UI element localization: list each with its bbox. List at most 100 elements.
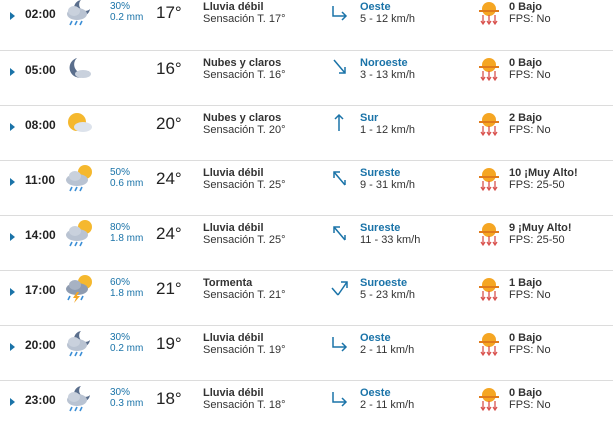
condition-text: Lluvia débil	[203, 387, 264, 399]
temperature: 17°	[156, 3, 182, 22]
forecast-time: 05:00	[25, 63, 56, 77]
sun-cloud-rain-icon	[63, 218, 97, 248]
moon-cloud-rain-icon	[63, 383, 97, 413]
wind-block: Oeste 2 - 11 km/h	[360, 387, 414, 411]
moon-cloud-rain-icon	[63, 328, 97, 358]
precipitation-amount: 0.2 mm	[110, 343, 144, 354]
forecast-row[interactable]: 14:00 80% 1.8 mm 24° Lluvia débil Sensación …	[0, 215, 613, 271]
forecast-row[interactable]: 08:00 20° Nubes y claros Sensación T. 20° S…	[0, 105, 613, 161]
expand-row-icon[interactable]	[10, 343, 15, 351]
precipitation-amount: 0.3 mm	[110, 398, 144, 409]
wind-speed: 3 - 13 km/h	[360, 69, 416, 81]
forecast-row[interactable]: 20:00 30% 0.2 mm 19° Lluvia débil Sensación …	[0, 325, 613, 381]
wind-block: Sureste 9 - 31 km/h	[360, 167, 415, 191]
condition-text: Tormenta	[203, 277, 253, 289]
wind-direction: Sur	[360, 112, 379, 124]
wind-direction: Suroeste	[360, 277, 408, 289]
feels-like-text: Sensación T. 20°	[203, 124, 286, 136]
wind-arrow-icon	[334, 113, 344, 131]
uv-sun-icon	[478, 386, 500, 412]
expand-row-icon[interactable]	[10, 12, 15, 20]
uv-sun-icon	[478, 111, 500, 137]
wind-block: Sureste 11 - 33 km/h	[360, 222, 420, 246]
temperature: 20°	[156, 114, 182, 133]
feels-like-text: Sensación T. 25°	[203, 179, 286, 191]
feels-like-text: Sensación T. 18°	[203, 399, 286, 411]
wind-speed: 1 - 12 km/h	[360, 124, 416, 136]
uv-level: 0 Bajo	[509, 57, 543, 69]
precipitation-probability: 30%	[110, 387, 131, 398]
condition-text: Lluvia débil	[203, 222, 264, 234]
wind-block: Oeste 2 - 11 km/h	[360, 332, 414, 356]
wind-speed: 9 - 31 km/h	[360, 179, 416, 191]
fps-text: FPS: 25-50	[509, 179, 565, 191]
uv-block: 0 Bajo FPS: No	[509, 332, 551, 356]
condition-block: Tormenta Sensación T. 21°	[203, 277, 285, 301]
temperature: 24°	[156, 169, 182, 188]
uv-block: 10 ¡Muy Alto! FPS: 25-50	[509, 167, 578, 191]
expand-row-icon[interactable]	[10, 68, 15, 76]
forecast-time: 20:00	[25, 338, 56, 352]
temperature: 18°	[156, 389, 182, 408]
wind-block: Oeste 5 - 12 km/h	[360, 1, 415, 25]
precipitation: 60% 1.8 mm	[110, 277, 143, 299]
temperature: 21°	[156, 279, 182, 298]
wind-arrow-icon	[332, 337, 348, 352]
wind-speed: 11 - 33 km/h	[360, 234, 421, 246]
forecast-time: 02:00	[25, 7, 56, 21]
uv-block: 0 Bajo FPS: No	[509, 1, 551, 25]
temperature: 16°	[156, 59, 182, 78]
expand-row-icon[interactable]	[10, 233, 15, 241]
precipitation: 30% 0.3 mm	[110, 387, 143, 409]
wind-speed: 2 - 11 km/h	[360, 399, 415, 411]
expand-row-icon[interactable]	[10, 178, 15, 186]
feels-like-text: Sensación T. 25°	[203, 234, 286, 246]
wind-direction: Sureste	[360, 222, 401, 234]
precipitation-amount: 1.8 mm	[110, 288, 144, 299]
precipitation-amount: 0.2 mm	[110, 12, 144, 23]
wind-block: Suroeste 5 - 23 km/h	[360, 277, 415, 301]
precipitation-probability: 60%	[110, 277, 131, 288]
forecast-row[interactable]: 11:00 50% 0.6 mm 24° Lluvia débil Sensación …	[0, 160, 613, 216]
uv-level: 1 Bajo	[509, 277, 543, 289]
feels-like-text: Sensación T. 16°	[203, 69, 286, 81]
condition-block: Lluvia débil Sensación T. 25°	[203, 167, 285, 191]
wind-speed: 5 - 12 km/h	[360, 13, 416, 25]
precipitation: 30% 0.2 mm	[110, 1, 143, 23]
uv-sun-icon	[478, 166, 500, 192]
sun-cloud-rain-icon	[63, 163, 97, 193]
condition-block: Lluvia débil Sensación T. 19°	[203, 332, 285, 356]
wind-direction: Oeste	[360, 332, 391, 344]
forecast-row[interactable]: 17:00 60% 1.8 mm 21° Tormenta Sensación T. 2…	[0, 270, 613, 326]
uv-block: 2 Bajo FPS: No	[509, 112, 551, 136]
fps-text: FPS: No	[509, 124, 551, 136]
wind-direction: Sureste	[360, 167, 401, 179]
uv-sun-icon	[478, 331, 500, 357]
expand-row-icon[interactable]	[10, 123, 15, 131]
precipitation-probability: 30%	[110, 1, 131, 12]
forecast-row[interactable]: 05:00 16° Nubes y claros Sensación T. 16° N…	[0, 50, 613, 106]
forecast-time: 17:00	[25, 283, 56, 297]
uv-level: 9 ¡Muy Alto!	[509, 222, 572, 234]
precipitation-probability: 50%	[110, 167, 131, 178]
condition-block: Nubes y claros Sensación T. 20°	[203, 112, 285, 136]
expand-row-icon[interactable]	[10, 288, 15, 296]
wind-speed: 5 - 23 km/h	[360, 289, 416, 301]
uv-block: 1 Bajo FPS: No	[509, 277, 551, 301]
precipitation-amount: 1.8 mm	[110, 233, 144, 244]
wind-arrow-icon	[333, 171, 346, 186]
wind-direction: Oeste	[360, 387, 391, 399]
forecast-row[interactable]: 02:00 30% 0.2 mm 17° Lluvia débil Sensación …	[0, 0, 613, 50]
expand-row-icon[interactable]	[10, 398, 15, 406]
forecast-row[interactable]: 23:00 30% 0.3 mm 18° Lluvia débil Sensación …	[0, 380, 613, 436]
sun-cloud-icon	[63, 108, 97, 138]
moon-cloud-rain-icon	[63, 0, 97, 27]
uv-level: 0 Bajo	[509, 332, 543, 344]
wind-arrow-icon	[332, 6, 348, 21]
fps-text: FPS: 25-50	[509, 234, 565, 246]
moon-cloud-icon	[63, 53, 97, 83]
uv-sun-icon	[478, 276, 500, 302]
wind-block: Sur 1 - 12 km/h	[360, 112, 415, 136]
forecast-time: 08:00	[25, 118, 56, 132]
precipitation-probability: 30%	[110, 332, 131, 343]
